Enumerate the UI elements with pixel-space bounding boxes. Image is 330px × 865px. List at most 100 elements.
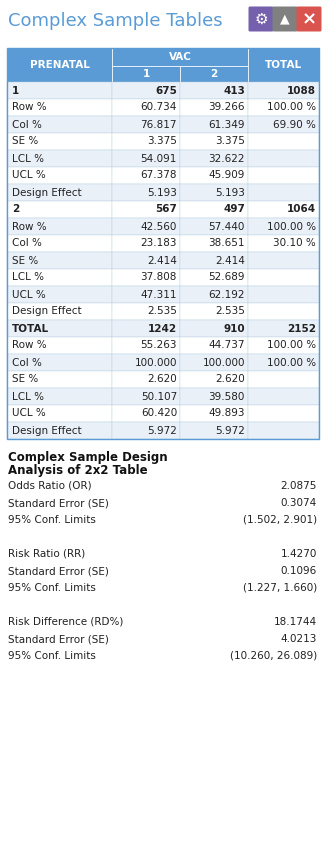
Text: 100.00 %: 100.00 % xyxy=(267,221,316,232)
Text: 30.10 %: 30.10 % xyxy=(273,239,316,248)
Text: 910: 910 xyxy=(223,324,245,334)
Text: LCL %: LCL % xyxy=(12,153,44,163)
Bar xyxy=(112,150,180,167)
Text: 67.378: 67.378 xyxy=(141,170,177,181)
Bar xyxy=(180,235,248,252)
Bar xyxy=(180,269,248,286)
Text: 57.440: 57.440 xyxy=(209,221,245,232)
Text: 23.183: 23.183 xyxy=(141,239,177,248)
Text: 497: 497 xyxy=(223,204,245,215)
Bar xyxy=(248,116,319,133)
Bar xyxy=(7,354,112,371)
Text: Complex Sample Design: Complex Sample Design xyxy=(8,451,168,464)
FancyBboxPatch shape xyxy=(296,7,321,31)
Bar xyxy=(7,201,112,218)
Bar xyxy=(7,82,112,99)
Text: 100.00 %: 100.00 % xyxy=(267,341,316,350)
Text: 0.3074: 0.3074 xyxy=(281,498,317,508)
Text: 0.1096: 0.1096 xyxy=(281,566,317,576)
Text: 32.622: 32.622 xyxy=(209,153,245,163)
Bar xyxy=(180,218,248,235)
Text: Design Effect: Design Effect xyxy=(12,426,82,435)
Text: 60.734: 60.734 xyxy=(141,102,177,112)
FancyBboxPatch shape xyxy=(248,7,274,31)
Bar xyxy=(7,235,112,252)
Text: Risk Difference (RD%): Risk Difference (RD%) xyxy=(8,617,123,627)
Bar xyxy=(112,184,180,201)
Text: 1.4270: 1.4270 xyxy=(280,549,317,559)
FancyBboxPatch shape xyxy=(273,7,298,31)
Bar xyxy=(248,184,319,201)
Bar xyxy=(7,116,112,133)
Bar xyxy=(248,286,319,303)
Bar xyxy=(112,388,180,405)
Text: Col %: Col % xyxy=(12,119,42,130)
Text: 50.107: 50.107 xyxy=(141,392,177,401)
Bar xyxy=(248,235,319,252)
Text: 1088: 1088 xyxy=(287,86,316,95)
Text: 49.893: 49.893 xyxy=(209,408,245,419)
Text: 52.689: 52.689 xyxy=(209,272,245,283)
Text: SE %: SE % xyxy=(12,137,38,146)
Bar xyxy=(180,303,248,320)
Text: 61.349: 61.349 xyxy=(209,119,245,130)
Bar xyxy=(112,422,180,439)
Bar xyxy=(248,371,319,388)
Text: LCL %: LCL % xyxy=(12,272,44,283)
Text: 95% Conf. Limits: 95% Conf. Limits xyxy=(8,583,96,593)
Text: 3.375: 3.375 xyxy=(147,137,177,146)
Text: 45.909: 45.909 xyxy=(209,170,245,181)
Text: 567: 567 xyxy=(155,204,177,215)
Bar xyxy=(180,371,248,388)
Bar xyxy=(7,320,112,337)
Bar xyxy=(112,286,180,303)
Bar xyxy=(7,337,112,354)
Bar xyxy=(180,337,248,354)
Text: 1: 1 xyxy=(142,69,149,79)
Text: Standard Error (SE): Standard Error (SE) xyxy=(8,566,109,576)
Text: 2.620: 2.620 xyxy=(215,375,245,385)
Text: UCL %: UCL % xyxy=(12,170,46,181)
Text: 2152: 2152 xyxy=(287,324,316,334)
Bar xyxy=(112,48,248,66)
Bar xyxy=(248,99,319,116)
Text: Row %: Row % xyxy=(12,102,47,112)
Text: Design Effect: Design Effect xyxy=(12,306,82,317)
Bar xyxy=(180,184,248,201)
Bar xyxy=(180,116,248,133)
Text: 47.311: 47.311 xyxy=(141,290,177,299)
Text: Standard Error (SE): Standard Error (SE) xyxy=(8,498,109,508)
Text: 95% Conf. Limits: 95% Conf. Limits xyxy=(8,651,96,661)
Text: 1242: 1242 xyxy=(148,324,177,334)
Bar xyxy=(248,303,319,320)
Bar xyxy=(248,218,319,235)
Bar xyxy=(248,337,319,354)
Bar xyxy=(7,48,319,439)
Bar xyxy=(180,354,248,371)
Text: 38.651: 38.651 xyxy=(209,239,245,248)
Bar xyxy=(180,405,248,422)
Text: PRENATAL: PRENATAL xyxy=(30,60,89,70)
Text: VAC: VAC xyxy=(169,52,191,62)
Text: 413: 413 xyxy=(223,86,245,95)
Text: 69.90 %: 69.90 % xyxy=(273,119,316,130)
Bar xyxy=(7,371,112,388)
Bar xyxy=(180,150,248,167)
Bar xyxy=(7,184,112,201)
Text: Design Effect: Design Effect xyxy=(12,188,82,197)
Bar xyxy=(112,303,180,320)
Text: Odds Ratio (OR): Odds Ratio (OR) xyxy=(8,481,92,491)
Text: 39.580: 39.580 xyxy=(209,392,245,401)
Bar xyxy=(180,201,248,218)
Text: Complex Sample Tables: Complex Sample Tables xyxy=(8,12,223,30)
Text: 5.972: 5.972 xyxy=(147,426,177,435)
Bar xyxy=(7,48,112,82)
Text: 2.414: 2.414 xyxy=(215,255,245,266)
Text: 5.193: 5.193 xyxy=(147,188,177,197)
Bar xyxy=(180,167,248,184)
Text: 1064: 1064 xyxy=(287,204,316,215)
Text: 39.266: 39.266 xyxy=(209,102,245,112)
Text: 5.193: 5.193 xyxy=(215,188,245,197)
Text: 2: 2 xyxy=(211,69,217,79)
Text: 2.414: 2.414 xyxy=(147,255,177,266)
